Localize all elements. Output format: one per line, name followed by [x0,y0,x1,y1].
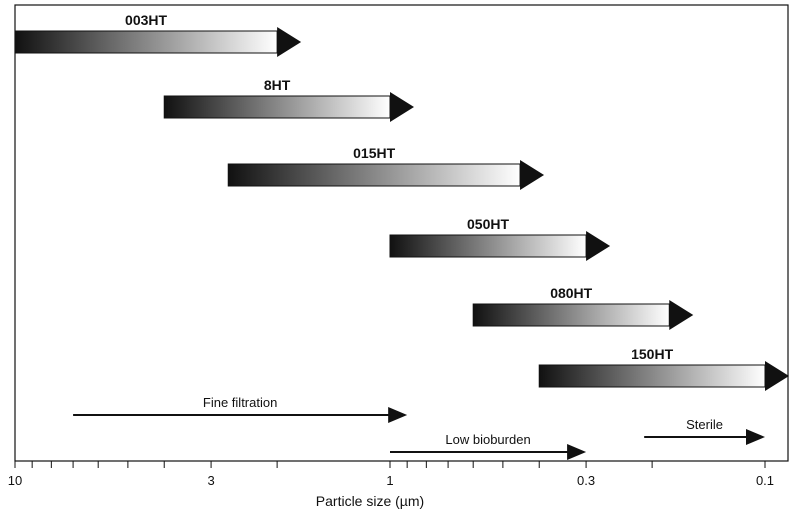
range-bar-arrowhead [765,361,789,391]
range-bar-label: 150HT [631,346,673,362]
application-label: Fine filtration [203,395,277,410]
x-tick-label: 0.1 [756,473,774,488]
application-arrowhead [746,429,765,445]
plot-frame [14,4,789,462]
range-bar-050ht [389,234,587,258]
range-bar-150ht [538,364,766,388]
range-bar-8ht [163,95,391,119]
x-tick-label: 1 [386,473,393,488]
range-bar-arrowhead [586,231,611,261]
range-bar-003ht [14,30,278,54]
range-bar-label: 050HT [467,216,509,232]
range-bar-label: 8HT [264,77,291,93]
range-bar-arrowhead [520,160,545,190]
application-arrowhead [388,407,408,423]
x-tick-label: 10 [8,473,22,488]
range-bar-arrowhead [277,27,302,57]
range-bar-label: 003HT [125,12,167,28]
application-arrowhead [567,444,587,460]
range-bar-015ht [227,163,521,187]
range-bar-label: 080HT [550,285,592,301]
application-label: Low bioburden [445,432,530,447]
x-tick-label: 3 [207,473,214,488]
application-label: Sterile [686,417,723,432]
range-bar-label: 015HT [353,145,395,161]
range-bar-arrowhead [390,92,414,122]
range-bar-080ht [472,303,670,327]
range-bar-arrowhead [669,300,694,330]
x-tick-label: 0.3 [577,473,595,488]
x-axis-title: Particle size (µm) [316,493,424,509]
